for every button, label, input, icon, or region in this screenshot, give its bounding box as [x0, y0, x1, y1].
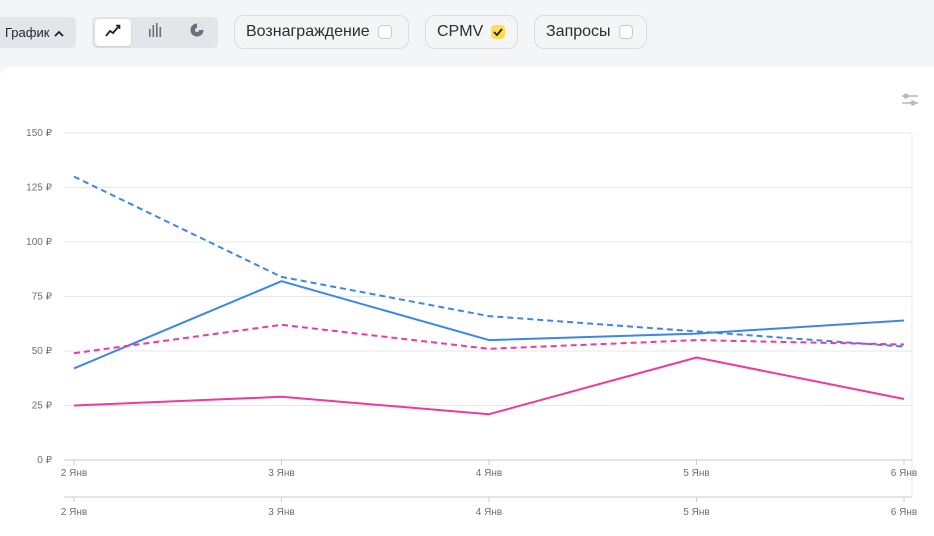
y-tick-label: 150 ₽: [26, 128, 52, 139]
metric-label: CPMV: [437, 23, 484, 40]
y-tick-label: 125 ₽: [26, 183, 52, 194]
bar-chart-icon: [147, 22, 163, 43]
pie-chart-icon: [189, 22, 205, 43]
graph-toggle-button[interactable]: График: [0, 17, 76, 48]
y-tick-label: 25 ₽: [32, 401, 53, 412]
line-chart-button[interactable]: [95, 19, 131, 46]
series-line-2: [73, 323, 905, 355]
metric-label: Запросы: [546, 23, 611, 40]
y-tick-label: 0 ₽: [37, 455, 52, 466]
x-tick-label-secondary: 4 Янв: [476, 507, 502, 518]
metric-toggle-cpmv[interactable]: CPMV: [425, 15, 518, 49]
x-tick-label: 6 Янв: [891, 468, 917, 479]
axes: [64, 459, 912, 502]
x-tick-label: 4 Янв: [476, 468, 502, 479]
series-line-1: [73, 280, 905, 370]
y-tick-label: 100 ₽: [26, 237, 52, 248]
metric-toggle-requests[interactable]: Запросы: [534, 15, 647, 49]
bar-chart-button[interactable]: [137, 19, 173, 46]
grid: [64, 132, 913, 497]
checkbox[interactable]: [491, 23, 506, 41]
series-line-0: [73, 175, 905, 348]
series: [73, 175, 905, 416]
x-tick-label-secondary: 6 Янв: [891, 507, 917, 518]
x-tick-label: 5 Янв: [683, 468, 709, 479]
line-chart-icon: [105, 23, 121, 42]
y-tick-label: 50 ₽: [32, 346, 53, 357]
chart-type-switch: [92, 17, 218, 48]
checkbox[interactable]: [377, 25, 392, 39]
x-tick-label-secondary: 5 Янв: [683, 507, 709, 518]
x-tick-label: 2 Янв: [61, 468, 87, 479]
checkbox[interactable]: [618, 25, 633, 39]
chart-settings-icon[interactable]: [900, 91, 920, 109]
checkmark-icon: [493, 23, 503, 41]
x-tick-label-secondary: 3 Янв: [268, 507, 294, 518]
metric-toggle-reward[interactable]: Вознаграждение: [234, 15, 409, 49]
metric-label: Вознаграждение: [246, 23, 370, 40]
graph-toggle-label: График: [5, 25, 50, 40]
toolbar: График Вознаграждение CPMV: [0, 0, 934, 66]
x-tick-label: 3 Янв: [268, 468, 294, 479]
x-tick-label-secondary: 2 Янв: [61, 507, 87, 518]
chart-panel: [0, 67, 934, 536]
pie-chart-button[interactable]: [179, 19, 215, 46]
series-line-3: [73, 356, 905, 416]
chevron-up-icon: [54, 25, 65, 40]
y-tick-label: 75 ₽: [32, 292, 53, 303]
tick-labels: 0 ₽ 25 ₽ 50 ₽ 75 ₽ 100 ₽ 125 ₽ 150 ₽ 2 Янв 3 Янв…: [26, 128, 917, 518]
